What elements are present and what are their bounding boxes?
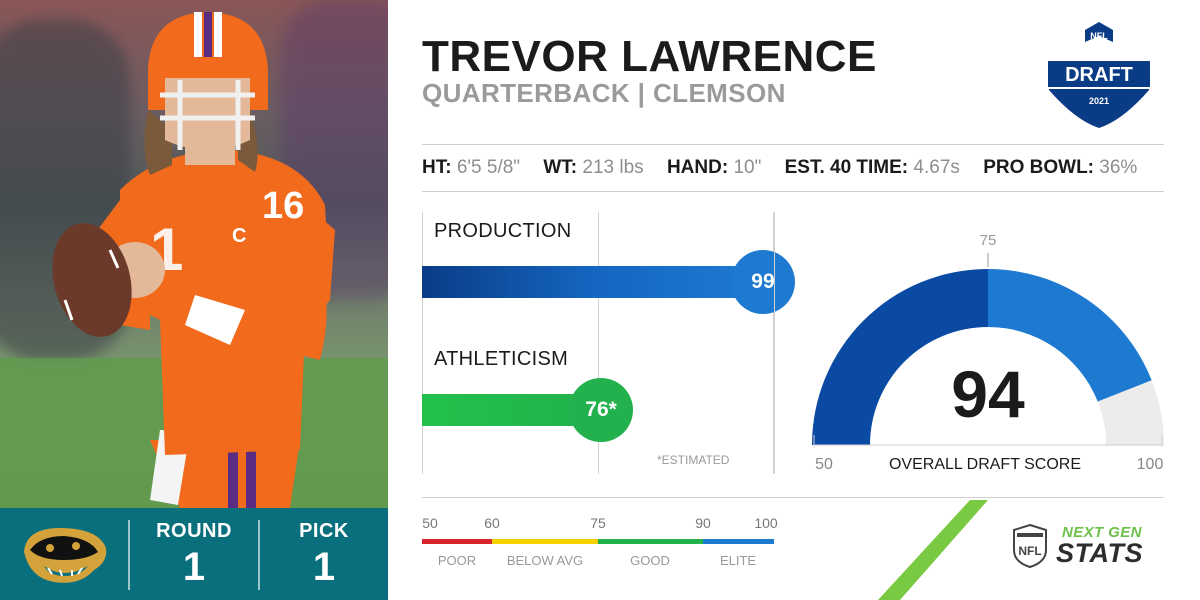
weight-value: 213 lbs <box>582 157 644 178</box>
forty-time-value: 4.67s <box>913 157 960 178</box>
pick-divider-1 <box>128 520 130 590</box>
poor-segment <box>422 539 492 544</box>
overall-score-value: 94 <box>951 357 1025 431</box>
gauge-mid-label: 75 <box>980 232 997 249</box>
footer-divider <box>422 497 1164 498</box>
jaguars-logo <box>24 528 107 583</box>
gauge-fill-light <box>988 269 1152 402</box>
draft-logo-year: 2021 <box>1089 96 1109 106</box>
athleticism-value-badge: 76* <box>569 378 634 442</box>
pick-block: PICK 1 <box>260 520 388 590</box>
scale-tick-60: 60 <box>484 515 500 531</box>
height-label: HT: <box>422 157 452 178</box>
measurables-divider <box>422 191 1164 192</box>
height-value: 6'5 5/8" <box>456 157 521 178</box>
quarterback-figure: 16 C 1 <box>52 12 335 508</box>
production-value-badge: 99 <box>730 250 795 314</box>
decorative-stripe <box>878 500 988 600</box>
scale-tick-50: 50 <box>422 515 438 531</box>
jersey-captain-letter: C <box>232 225 246 247</box>
shield-text: NFL <box>1018 544 1041 558</box>
jersey-number: 16 <box>262 185 304 227</box>
elite-segment <box>703 539 774 544</box>
nfl-shield-icon: NFL <box>1013 524 1047 568</box>
scale-tick-100: 100 <box>754 515 778 531</box>
round-label: ROUND <box>156 520 232 542</box>
pick-divider-2 <box>258 520 260 590</box>
round-block: ROUND 1 <box>130 520 258 590</box>
draft-logo-nfl: NFL <box>1090 31 1108 41</box>
header-divider <box>422 144 1164 145</box>
tier-scale: 50 60 75 90 100 POOR BELOW AVG GOOD ELIT… <box>422 505 778 575</box>
weight-label: WT: <box>543 157 578 178</box>
ngs-next-gen: NEXT GEN <box>1062 524 1142 541</box>
scale-tick-90: 90 <box>695 515 711 531</box>
overall-score-gauge: 75 94 50 OVERALL DRAFT SCORE 100 <box>812 232 1164 473</box>
forty-time-label: EST. 40 TIME: <box>784 157 909 178</box>
draft-pick-bar: ROUND 1 PICK 1 <box>0 508 388 600</box>
gridline-50 <box>422 212 423 474</box>
ngs-stats: STATS <box>1056 538 1143 568</box>
section-divider <box>774 212 775 474</box>
next-gen-stats-logo: NFL NEXT GEN STATS <box>1012 522 1162 572</box>
pro-bowl-label: PRO BOWL: <box>983 157 1095 178</box>
gauge-caption: OVERALL DRAFT SCORE <box>889 456 1081 473</box>
position-school: QUARTERBACK | CLEMSON <box>422 78 786 108</box>
production-bar <box>422 266 757 298</box>
draft-logo-draft: DRAFT <box>1065 64 1133 86</box>
pick-label: PICK <box>299 520 349 542</box>
gauge-fill <box>812 269 988 445</box>
gauge-min-label: 50 <box>815 456 833 473</box>
pro-bowl-value: 36% <box>1099 157 1138 178</box>
below-avg-segment <box>492 539 598 544</box>
hand-label: HAND: <box>666 157 729 178</box>
player-photo: 16 C 1 <box>0 0 388 508</box>
gridline-75 <box>598 212 599 474</box>
tier-below-avg: BELOW AVG <box>506 553 584 568</box>
tier-elite: ELITE <box>719 553 757 568</box>
production-label: PRODUCTION <box>434 220 572 242</box>
nfl-draft-logo: NFL DRAFT 2021 <box>1046 22 1152 128</box>
score-bars: PRODUCTION 99 ATHLETICISM 76* *ESTIMATED <box>422 212 795 474</box>
hand-value: 10" <box>733 157 762 178</box>
scale-tick-75: 75 <box>590 515 606 531</box>
measurables-row: HT: 6'5 5/8" WT: 213 lbs HAND: 10" EST. … <box>422 157 1162 179</box>
athleticism-label: ATHLETICISM <box>434 348 569 370</box>
gridline-100 <box>773 212 774 474</box>
tier-good: GOOD <box>630 553 670 568</box>
good-segment <box>598 539 703 544</box>
round-value: 1 <box>182 545 206 589</box>
gauge-max-label: 100 <box>1137 456 1164 473</box>
estimated-footnote: *ESTIMATED <box>657 453 730 467</box>
player-name: TREVOR LAWRENCE <box>422 32 877 81</box>
tier-poor: POOR <box>437 553 477 568</box>
pick-value: 1 <box>312 545 336 589</box>
athleticism-bar <box>422 394 596 426</box>
